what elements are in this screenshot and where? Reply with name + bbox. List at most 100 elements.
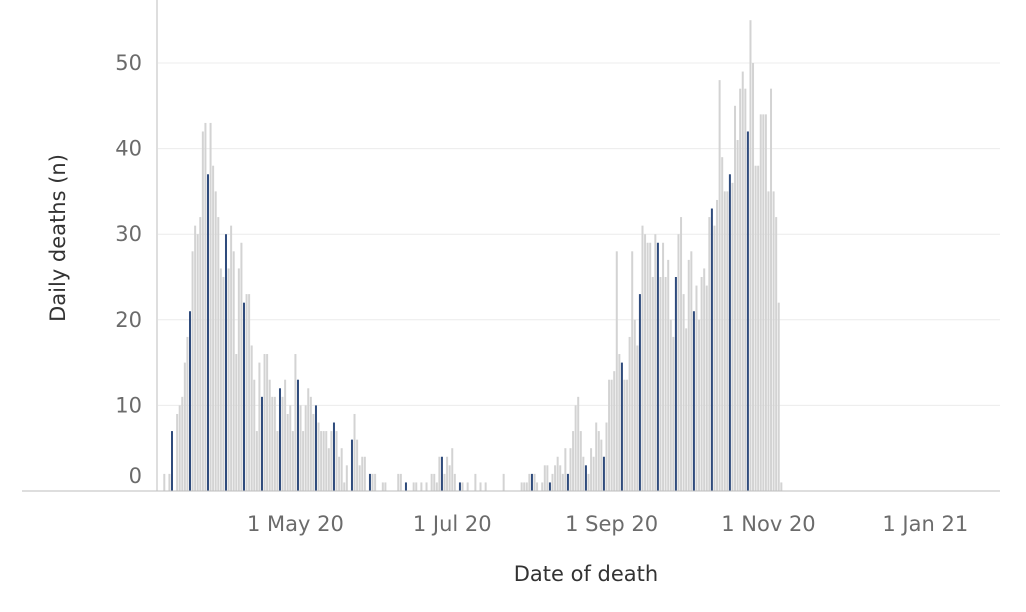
bar: [281, 396, 284, 491]
bar: [662, 242, 665, 491]
bar: [618, 354, 621, 491]
bar: [523, 482, 526, 491]
bar: [384, 482, 387, 491]
bar: [214, 191, 217, 491]
bar: [453, 473, 456, 491]
bar-highlight: [710, 208, 713, 491]
bar-highlight: [206, 174, 209, 491]
bar: [430, 473, 433, 491]
bar-highlight: [692, 311, 695, 491]
bar: [335, 431, 338, 491]
bar: [695, 285, 698, 491]
bar: [764, 114, 767, 492]
bar: [641, 225, 644, 491]
bar: [446, 456, 449, 491]
bar: [435, 482, 438, 491]
bar: [425, 482, 428, 491]
bar: [536, 482, 539, 491]
bar: [615, 251, 618, 491]
bar: [343, 482, 346, 491]
bar: [770, 88, 773, 492]
bar: [353, 413, 356, 491]
bar: [561, 473, 564, 491]
x-tick-labels: 1 May 20 1 Jul 20 1 Sep 20 1 Nov 20 1 Jan 21: [247, 512, 968, 536]
bar: [600, 439, 603, 491]
bar: [669, 319, 672, 491]
bar: [201, 131, 204, 492]
bar: [399, 473, 402, 491]
bar: [361, 456, 364, 491]
bar: [299, 405, 302, 491]
bar: [528, 473, 531, 491]
y-tick-label: 0: [129, 464, 142, 488]
bar: [191, 251, 194, 491]
bar: [708, 217, 711, 491]
bar: [705, 285, 708, 491]
bar-highlight: [602, 456, 605, 491]
bar: [541, 482, 544, 491]
x-tick-label: 1 Jan 21: [882, 512, 968, 536]
x-axis-title: Date of death: [514, 562, 658, 586]
bar-highlight: [314, 405, 317, 491]
bar: [284, 379, 287, 491]
bar: [358, 465, 361, 491]
bar-highlight: [260, 396, 263, 491]
bar: [479, 482, 482, 491]
bar: [682, 294, 685, 491]
bar: [574, 405, 577, 491]
bar: [327, 448, 330, 491]
bar: [651, 277, 654, 491]
bar: [659, 277, 662, 491]
bar: [194, 225, 197, 491]
bar: [484, 482, 487, 491]
bar: [672, 336, 675, 491]
bar: [291, 431, 294, 491]
bar: [302, 431, 305, 491]
bar: [734, 105, 737, 492]
bar: [759, 114, 762, 492]
bar: [554, 465, 557, 491]
x-tick-label: 1 Sep 20: [565, 512, 658, 536]
bar: [597, 431, 600, 491]
bar-highlight: [278, 388, 281, 491]
bar: [217, 217, 220, 491]
bar-highlight: [404, 482, 407, 491]
bar: [345, 465, 348, 491]
bar: [723, 191, 726, 491]
bar: [757, 165, 760, 491]
bar: [245, 294, 248, 491]
bar-highlight: [171, 431, 173, 491]
bar: [183, 362, 186, 491]
bar: [631, 251, 634, 491]
bar: [525, 482, 528, 491]
bar: [248, 294, 251, 491]
bar: [186, 336, 189, 491]
bar: [572, 431, 575, 491]
bar: [687, 259, 690, 491]
bar: [415, 482, 418, 491]
y-tick-label: 40: [115, 137, 142, 161]
bar: [726, 191, 729, 491]
bar-highlight: [638, 294, 641, 491]
bar: [677, 234, 680, 491]
bar: [286, 413, 289, 491]
bar: [212, 165, 215, 491]
bar: [240, 242, 243, 491]
bar: [605, 422, 608, 491]
bar: [767, 191, 770, 491]
bar: [582, 456, 585, 491]
bar: [731, 182, 734, 491]
bar: [680, 217, 683, 491]
bar-highlight: [332, 422, 335, 491]
bar-highlight: [674, 277, 677, 491]
bar: [448, 465, 451, 491]
bar: [163, 473, 166, 491]
bar: [762, 114, 765, 492]
bar: [178, 405, 181, 491]
bar: [700, 277, 703, 491]
bar: [739, 88, 742, 492]
bar: [626, 379, 629, 491]
bar: [168, 473, 171, 491]
bar: [253, 379, 256, 491]
